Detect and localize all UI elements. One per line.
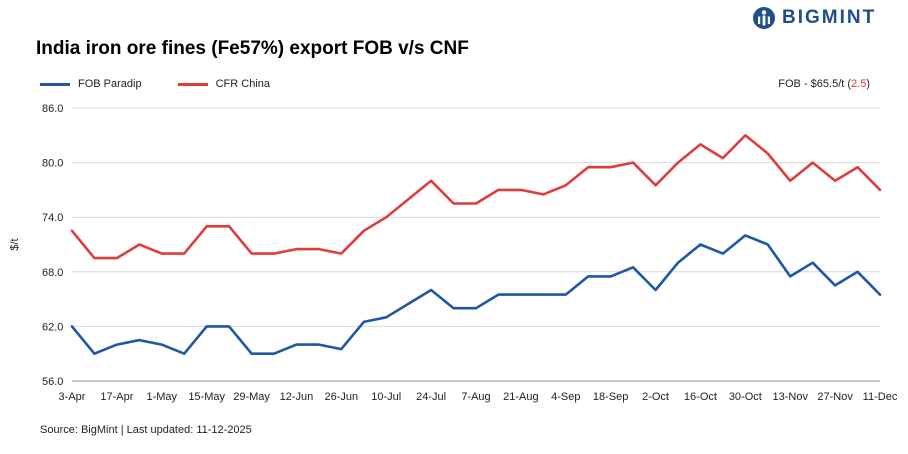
y-tick-label: 68.0 [42, 267, 63, 279]
x-tick-label: 16-Oct [684, 391, 717, 403]
series-line-cfr-china [70, 134, 882, 260]
x-tick-label: 27-Nov [817, 391, 853, 403]
x-tick-label: 4-Sep [551, 391, 580, 403]
legend-label-fob: FOB Paradip [78, 78, 142, 90]
x-tick-label: 17-Apr [100, 391, 133, 403]
x-tick-label: 21-Aug [503, 391, 538, 403]
series-layer [70, 134, 882, 356]
brand-name: BIGMINT [782, 7, 877, 28]
x-tick-label: 26-Jun [325, 391, 359, 403]
x-tick-label: 18-Sep [593, 391, 628, 403]
x-tick-label: 2-Oct [642, 391, 669, 403]
y-tick-label: 56.0 [42, 376, 63, 388]
x-tick-label: 3-Apr [59, 391, 86, 403]
annotation-suffix: ) [866, 78, 870, 90]
y-tick-label: 80.0 [42, 158, 63, 170]
x-tick-label: 24-Jul [416, 391, 446, 403]
x-tick-label: 1-May [146, 391, 177, 403]
chart-title: India iron ore fines (Fe57%) export FOB … [36, 38, 469, 59]
legend-label-cfr: CFR China [215, 78, 270, 90]
y-tick-label: 86.0 [42, 103, 63, 115]
x-tick-label: 12-Jun [280, 391, 314, 403]
legend-item-cfr: CFR China [177, 78, 270, 90]
chart-legend: FOB Paradip CFR China [40, 78, 306, 90]
x-tick-label: 15-May [188, 391, 225, 403]
x-tick-label: 29-May [233, 391, 270, 403]
x-tick-label: 10-Jul [371, 391, 401, 403]
annotation-change: 2.5 [851, 78, 867, 90]
y-tick-label: 74.0 [42, 212, 63, 224]
x-tick-label: 30-Oct [729, 391, 762, 403]
x-tick-label: 13-Nov [772, 391, 808, 403]
annotation-prefix: FOB - $65.5/t ( [778, 78, 852, 90]
x-tick-label: 11-Dec [863, 391, 898, 403]
bigmint-logo-icon [753, 7, 775, 29]
price-annotation: FOB - $65.5/t (2.5) [778, 78, 870, 90]
series-line-fob-paradip [70, 234, 882, 356]
legend-swatch-cfr [177, 82, 208, 86]
x-tick-label: 7-Aug [461, 391, 490, 403]
y-axis-title: $/t [9, 238, 21, 250]
brand-logo: BIGMINT [752, 6, 876, 30]
source-note: Source: BigMint | Last updated: 11-12-20… [40, 424, 252, 436]
grid-layer [72, 107, 880, 382]
axis-layer: 56.0 62.0 68.0 74.0 80.0 86.0 3-Apr 17-Apr 1-May… [42, 103, 898, 403]
y-tick-label: 62.0 [42, 321, 63, 333]
legend-item-fob: FOB Paradip [40, 78, 142, 90]
legend-swatch-fob [40, 82, 70, 86]
